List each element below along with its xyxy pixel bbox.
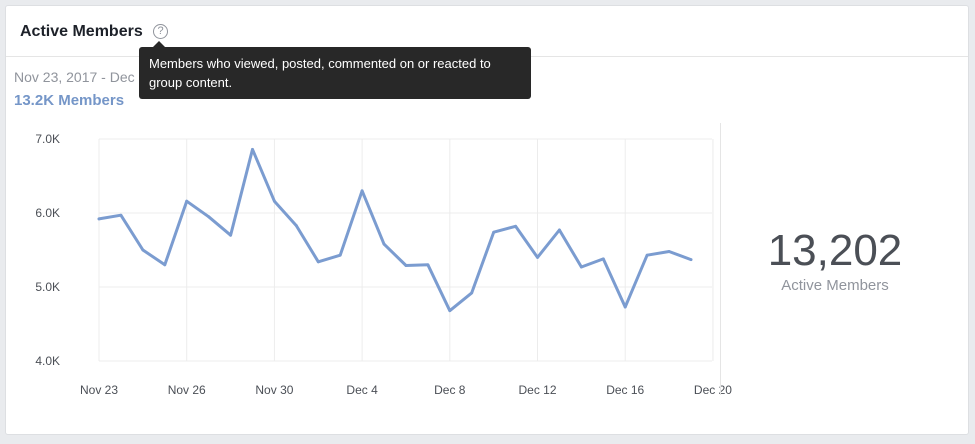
- data-point[interactable]: [689, 258, 693, 262]
- tooltip-arrow: [153, 41, 165, 47]
- active-members-total: 13,202: [767, 226, 903, 275]
- x-tick-label: Dec 8: [434, 383, 466, 397]
- y-axis-ticks: 4.0K 5.0K 6.0K 7.0K: [35, 132, 60, 368]
- y-tick-label: 6.0K: [35, 206, 60, 220]
- data-point[interactable]: [645, 253, 649, 257]
- chart-divider: [720, 123, 721, 395]
- data-point[interactable]: [316, 260, 320, 264]
- data-point[interactable]: [360, 189, 364, 193]
- data-point[interactable]: [294, 224, 298, 227]
- x-tick-label: Nov 23: [80, 383, 118, 397]
- data-point[interactable]: [667, 250, 671, 253]
- data-point[interactable]: [623, 305, 627, 309]
- y-tick-label: 5.0K: [35, 280, 60, 294]
- data-point[interactable]: [251, 147, 254, 151]
- data-point[interactable]: [338, 253, 342, 257]
- help-tooltip: Members who viewed, posted, commented on…: [139, 47, 531, 99]
- data-point[interactable]: [492, 230, 496, 234]
- data-point[interactable]: [558, 228, 561, 232]
- question-mark-icon[interactable]: ?: [153, 24, 168, 39]
- data-point[interactable]: [163, 263, 167, 267]
- data-point[interactable]: [273, 199, 276, 203]
- x-tick-label: Dec 12: [519, 383, 557, 397]
- data-point[interactable]: [601, 257, 605, 261]
- x-axis-ticks: Nov 23 Nov 26 Nov 30 Dec 4 Dec 8 Dec 12 Dec 16…: [80, 383, 732, 397]
- series-line-active-members: [97, 147, 693, 313]
- x-tick-label: Nov 26: [168, 383, 206, 397]
- card-title: Active Members: [20, 23, 143, 40]
- x-tick-label: Nov 30: [255, 383, 293, 397]
- data-point[interactable]: [207, 215, 211, 219]
- data-point[interactable]: [185, 199, 189, 203]
- data-point[interactable]: [470, 291, 474, 295]
- x-tick-label: Dec 20: [694, 383, 732, 397]
- x-tick-label: Dec 4: [346, 383, 378, 397]
- data-point[interactable]: [404, 264, 408, 267]
- data-point[interactable]: [514, 224, 517, 228]
- members-summary: 13.2K Members: [14, 92, 125, 109]
- data-point[interactable]: [426, 263, 430, 267]
- data-point[interactable]: [229, 233, 232, 237]
- chart-grid: [98, 138, 714, 362]
- data-point[interactable]: [141, 248, 145, 252]
- data-point[interactable]: [579, 265, 583, 269]
- series-points: [97, 147, 693, 313]
- y-tick-label: 4.0K: [35, 354, 60, 368]
- date-range: Nov 23, 2017 - Dec: [14, 69, 135, 85]
- y-tick-label: 7.0K: [35, 132, 60, 146]
- x-tick-label: Dec 16: [606, 383, 644, 397]
- data-point[interactable]: [382, 242, 386, 246]
- data-point[interactable]: [448, 309, 452, 313]
- data-point[interactable]: [97, 217, 101, 221]
- data-point[interactable]: [119, 213, 123, 217]
- active-members-total-label: Active Members: [781, 277, 889, 294]
- data-point[interactable]: [536, 256, 539, 259]
